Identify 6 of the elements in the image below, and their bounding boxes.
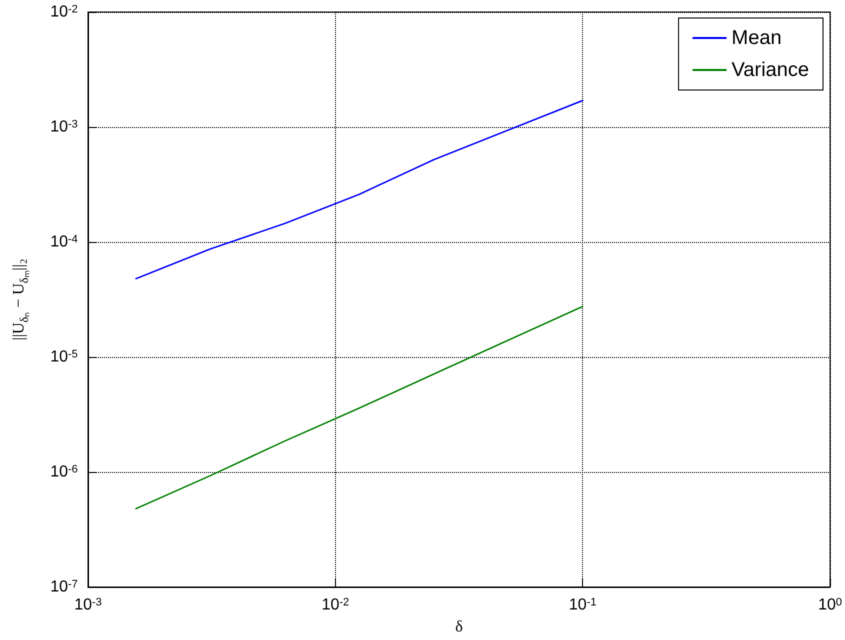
y-axis-title: ||Uδₙ − Uδₘ||₂ — [10, 258, 31, 340]
line-series — [135, 100, 584, 280]
legend-label: Variance — [732, 59, 809, 81]
legend-label: Mean — [732, 27, 782, 49]
line-series — [135, 306, 584, 510]
x-axis-title: δ — [455, 618, 463, 636]
